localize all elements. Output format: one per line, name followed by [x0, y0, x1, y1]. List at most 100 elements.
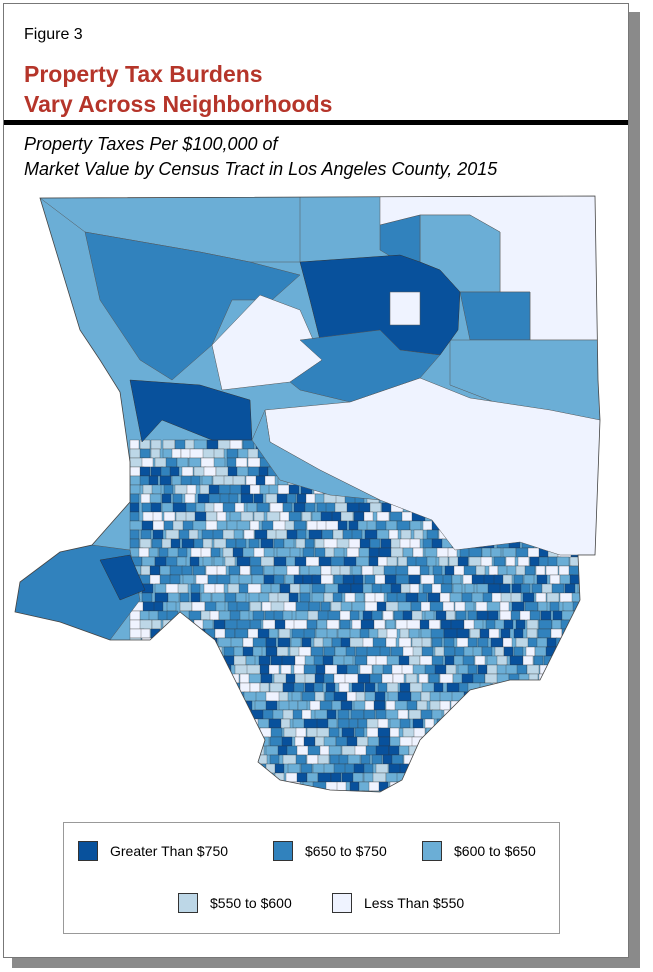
census-tract — [252, 610, 265, 621]
census-tract — [192, 565, 206, 576]
census-tract — [223, 727, 238, 738]
census-tract — [373, 619, 386, 630]
census-tract — [592, 727, 600, 738]
census-tract — [485, 727, 496, 738]
census-tract — [596, 619, 600, 630]
census-tract — [351, 682, 365, 693]
census-tract — [129, 664, 140, 675]
census-tract — [493, 556, 506, 567]
census-tract — [177, 772, 193, 783]
legend-swatch — [273, 841, 293, 861]
census-tract — [528, 745, 544, 756]
census-tract — [564, 763, 579, 774]
census-tract — [217, 682, 233, 693]
census-tract — [296, 529, 307, 540]
census-tract — [526, 628, 538, 639]
census-tract — [356, 736, 369, 747]
census-tract — [556, 754, 569, 765]
census-tract — [376, 529, 390, 540]
census-tract — [252, 646, 263, 657]
census-tract — [288, 484, 300, 495]
census-tract — [343, 655, 354, 666]
census-tract — [141, 457, 154, 468]
census-tract — [139, 466, 151, 477]
census-tract — [395, 574, 410, 585]
census-tract — [183, 754, 197, 765]
census-tract — [264, 475, 276, 486]
census-tract — [397, 709, 409, 720]
census-tract — [151, 790, 167, 792]
census-tract — [232, 772, 243, 783]
census-tract — [545, 565, 559, 576]
census-tract — [182, 781, 198, 792]
census-tract — [396, 520, 411, 531]
census-tract — [290, 637, 302, 648]
census-tract — [340, 700, 353, 711]
census-tract — [151, 727, 162, 738]
census-tract — [212, 709, 227, 720]
census-tract — [261, 601, 273, 612]
census-tract — [197, 745, 208, 756]
census-tract — [317, 772, 332, 783]
census-tract — [518, 745, 533, 756]
census-tract — [175, 628, 190, 639]
census-tract — [414, 790, 429, 792]
census-tract — [438, 727, 453, 738]
census-tract — [248, 673, 262, 684]
census-tract — [451, 763, 462, 774]
census-tract — [333, 763, 347, 774]
census-tract — [246, 502, 258, 513]
census-tract — [362, 610, 374, 621]
census-tract — [301, 637, 312, 648]
census-tract — [546, 592, 560, 603]
census-tract — [332, 529, 344, 540]
census-tract — [354, 727, 365, 738]
census-tract — [316, 619, 328, 630]
census-tract — [506, 745, 517, 756]
census-tract — [544, 781, 556, 792]
census-tract — [486, 601, 502, 612]
census-tract — [569, 556, 584, 567]
census-tract — [295, 601, 310, 612]
census-tract — [247, 457, 262, 468]
census-tract — [583, 664, 596, 675]
census-tract — [142, 511, 155, 522]
census-tract — [173, 691, 185, 702]
census-tract — [303, 790, 316, 792]
census-tract — [231, 754, 246, 765]
census-tract — [166, 601, 177, 612]
legend: Greater Than $750 $650 to $750 $600 to $… — [63, 822, 560, 934]
census-tract — [292, 718, 306, 729]
census-tract — [274, 763, 285, 774]
census-tract — [303, 664, 318, 675]
census-tract — [265, 691, 281, 702]
census-tract — [236, 601, 250, 612]
census-tract — [289, 547, 301, 558]
census-tract — [129, 646, 144, 657]
census-tract — [258, 655, 271, 666]
census-tract — [445, 718, 457, 729]
legend-label: $600 to $650 — [454, 843, 536, 859]
census-tract — [564, 583, 576, 594]
census-tract — [184, 673, 195, 684]
census-tract — [200, 646, 214, 657]
census-tract — [323, 763, 336, 774]
census-tract — [171, 790, 183, 792]
census-tract — [129, 754, 142, 765]
census-tract — [413, 529, 424, 540]
census-tract — [203, 583, 217, 594]
census-tract — [431, 709, 443, 720]
census-tract — [304, 538, 315, 549]
census-tract — [441, 736, 457, 747]
census-tract — [412, 718, 424, 729]
census-tract — [177, 547, 188, 558]
census-tract — [161, 538, 173, 549]
census-tract — [460, 700, 472, 711]
census-tract — [582, 592, 596, 603]
census-tract — [256, 502, 270, 513]
census-tract — [169, 727, 185, 738]
census-tract — [556, 781, 568, 792]
census-tract — [557, 709, 572, 720]
census-tract — [204, 502, 216, 513]
census-tract — [433, 682, 444, 693]
